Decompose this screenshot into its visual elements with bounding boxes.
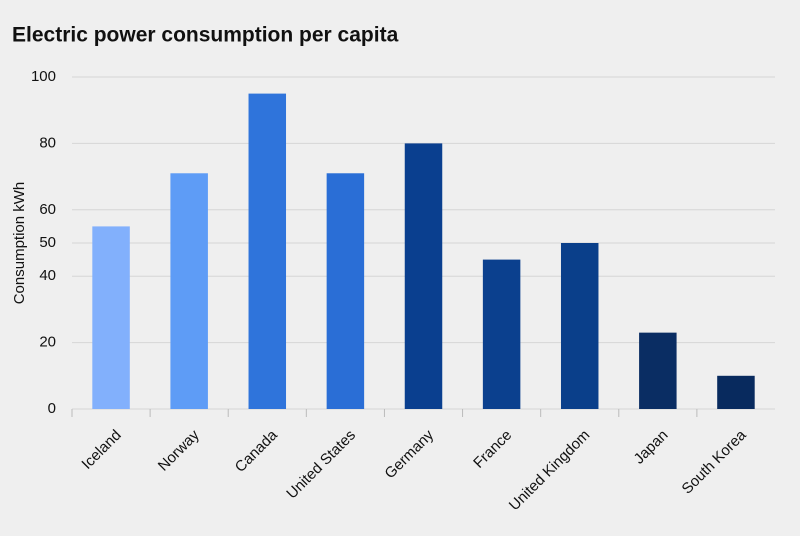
bar <box>482 259 521 409</box>
chart-title: Electric power consumption per capita <box>12 24 399 47</box>
bar <box>639 332 677 409</box>
y-tick-label: 40 <box>39 267 56 284</box>
bar <box>560 243 599 409</box>
bar <box>248 93 287 409</box>
bar <box>92 226 130 409</box>
bar <box>717 375 755 409</box>
y-tick-label: 0 <box>48 400 56 417</box>
bar <box>404 143 443 409</box>
y-tick-label: 20 <box>39 334 56 351</box>
bar <box>326 173 365 409</box>
bar <box>170 173 208 409</box>
y-axis-label: Consumption kWh <box>11 182 28 305</box>
y-tick-label: 100 <box>31 68 56 85</box>
y-tick-label: 50 <box>39 234 56 251</box>
y-tick-label: 80 <box>39 134 56 151</box>
y-tick-label: 60 <box>39 201 56 218</box>
